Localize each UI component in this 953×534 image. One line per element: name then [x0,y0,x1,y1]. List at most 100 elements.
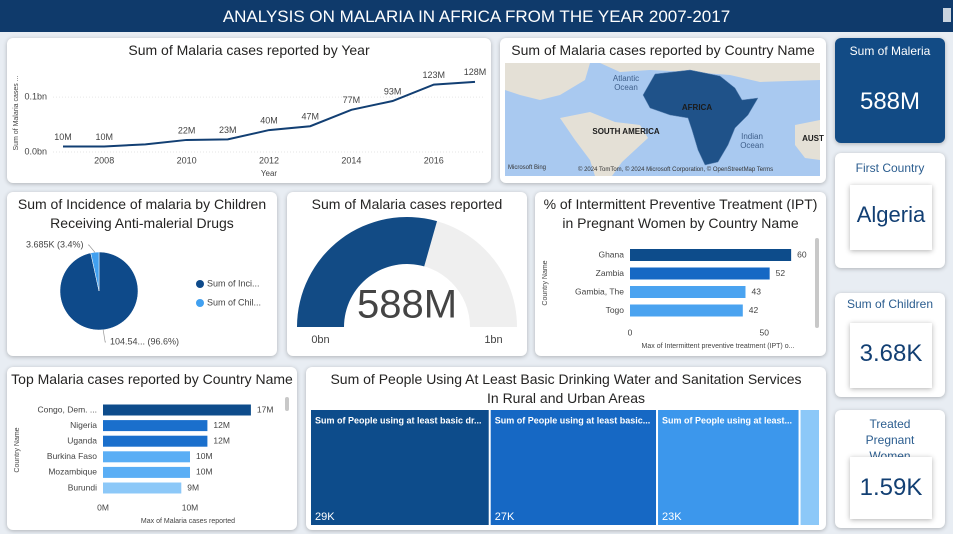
data-label: 43 [751,286,761,296]
map-land [600,63,820,82]
tile-label: Sum of People using at least basic dr... [315,415,482,425]
gauge-tick-label: 0bn [311,334,329,346]
gauge-value [297,217,438,327]
data-label: 93M [384,86,402,96]
data-label: 10M [196,451,213,461]
data-label: 77M [343,95,361,105]
tile-label: Sum of People using at least... [662,415,792,425]
x-axis-label: Max of Malaria cases reported [141,518,235,525]
tile-value: 27K [495,511,515,523]
y-tick-label: Congo, Dem. ... [37,404,97,414]
x-tick-label: 50 [760,327,770,337]
card-box: 1.59K [850,457,932,519]
y-axis-label: Sum of Malaria cases ... [13,75,20,150]
map-label: AUST [802,134,824,143]
tile-value: 29K [315,511,335,523]
scrollbar [815,238,819,328]
map-land [795,120,820,160]
data-label: 9M [187,482,199,492]
scrollbar [285,397,289,411]
x-tick-label: 2008 [94,155,114,165]
x-tick-label: 0 [628,327,633,337]
data-label: 47M [301,112,319,122]
map-logo: Microsoft Bing [508,165,547,171]
y-tick-label: 0.1bn [24,92,47,102]
treemap-tile [658,410,799,525]
y-tick-label: Mozambique [48,467,97,477]
bar [103,420,208,432]
map-label: Indian Ocean [740,132,764,150]
map-label: AFRICA [681,103,713,112]
data-label: 12M [213,435,230,445]
bar [630,267,770,280]
map-attribution: © 2024 TomTom, © 2024 Microsoft Corporat… [578,167,774,173]
header-title: ANALYSIS ON MALARIA IN AFRICA FROM THE Y… [0,0,953,32]
chart-title: Sum of Malaria cases reported by Year [128,42,370,58]
pie-panel: Sum of Incidence of malaria by Children … [7,192,277,356]
map-land [560,112,648,176]
chart-title: Sum of Incidence of malaria by Children … [17,196,267,231]
card-title: Sum of Maleria [849,44,931,58]
treemap-tile [490,410,657,525]
bar [103,466,190,478]
x-tick-label: 2016 [424,155,444,165]
card-value: 588M [859,88,921,115]
card-value: Algeria [856,202,926,227]
card-value: 1.59K [859,474,923,501]
bar [630,286,746,298]
card: Sum of Children 3.68K [835,293,945,397]
data-label: 128M [464,67,487,77]
data-label: 10M [196,467,213,477]
bar [103,404,251,416]
y-tick-label: Uganda [67,435,97,445]
x-axis-label: Year [261,169,278,178]
x-tick-label: 2012 [259,155,279,165]
data-label: 17M [257,404,274,414]
bar [103,435,208,447]
y-axis-label: Country Name [542,260,549,305]
card-title: Sum of Children [846,297,934,311]
card-box: Algeria [850,185,932,250]
data-label: 12M [213,420,230,430]
tile-label: Sum of People using at least basic... [495,415,651,425]
card-box: 3.68K [850,323,932,388]
data-label: 10M [54,132,72,142]
y-tick-label: Zambia [596,268,625,278]
card: Sum of Maleria 588M [835,38,945,143]
y-tick-label: Gambia, The [575,286,624,296]
legend-label: Sum of Chil... [207,297,261,307]
bar [630,304,743,317]
card-title: First Country [855,161,925,175]
line [63,80,476,148]
legend-marker [196,280,204,288]
line-panel: Sum of Malaria cases reported by Year [7,38,491,183]
card: Treated Pregnant Women 1.59K [835,410,945,528]
data-label: 60 [797,249,807,259]
map-label: SOUTH AMERICA [592,127,660,136]
map-land [505,63,590,100]
data-label: 104.54... (96.6%) [110,336,179,346]
legend-label: Sum of Inci... [207,278,260,288]
x-tick-label: 10M [182,502,199,512]
gauge-tick-label: 1bn [484,334,502,346]
leader-line [88,244,96,253]
y-tick-label: Nigeria [70,420,97,430]
treemap-tile [800,410,819,525]
bar [630,249,792,261]
top-bar-panel: Top Malaria cases reported by Country Na… [7,367,297,530]
treemap-tile [311,410,489,525]
data-label: 40M [260,115,278,125]
y-tick-label: Togo [606,305,625,315]
data-label: 123M [423,70,446,80]
x-tick-label: 2010 [177,155,197,165]
data-label: 42 [749,305,759,315]
x-axis-label: Max of Intermittent preventive treatment… [642,343,795,350]
data-label: 10M [95,132,113,142]
map-africa [642,69,759,166]
gauge-value-label: 588M [357,283,457,327]
chart-title: Sum of People Using At Least Basic Drink… [330,371,802,406]
data-label: 23M [219,125,237,135]
y-axis-label: Country Name [14,427,21,472]
data-label: 22M [178,125,196,135]
chart-title: % of Intermittent Preventive Treatment (… [543,196,818,231]
